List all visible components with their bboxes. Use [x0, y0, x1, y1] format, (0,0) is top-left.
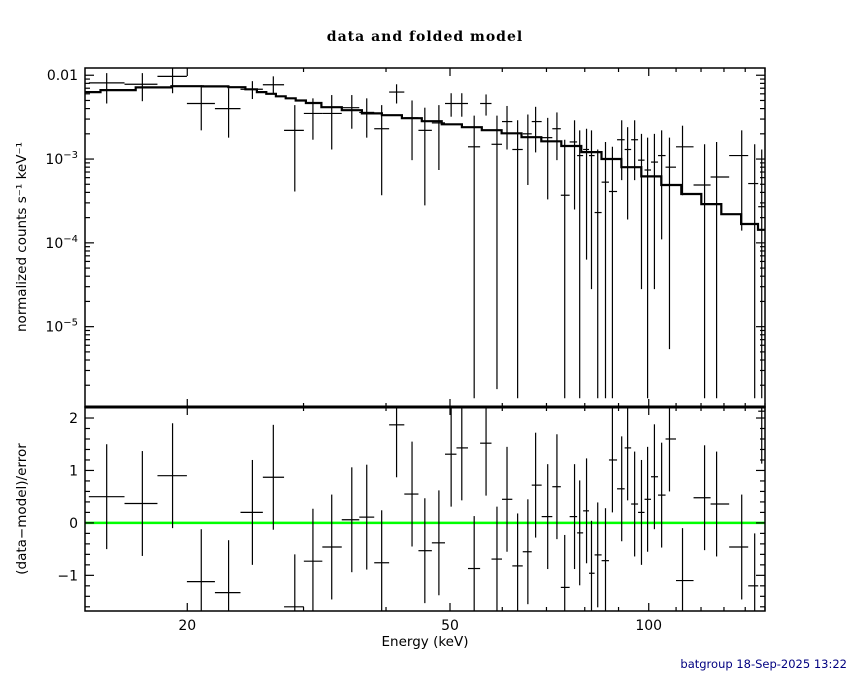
svg-text:10−3: 10−3: [45, 150, 78, 168]
svg-text:2: 2: [69, 411, 78, 427]
residual-points: [88, 407, 765, 611]
svg-text:10−5: 10−5: [45, 318, 78, 336]
tick-labels: 0.01 10−3 10−4 10−5 2 1 0 −1 20 50 100: [45, 68, 662, 634]
svg-text:0.01: 0.01: [47, 68, 78, 84]
axis-ticks: [85, 68, 766, 611]
svg-text:1: 1: [69, 463, 78, 479]
data-points: [88, 68, 765, 399]
svg-text:100: 100: [635, 618, 662, 634]
svg-text:10−4: 10−4: [45, 234, 78, 252]
svg-text:−1: −1: [57, 568, 78, 584]
svg-text:0: 0: [69, 516, 78, 532]
plot-title: data and folded model: [326, 29, 524, 45]
svg-text:20: 20: [178, 618, 196, 634]
svg-text:50: 50: [441, 618, 459, 634]
timestamp: batgroup 18-Sep-2025 13:22: [680, 657, 847, 671]
x-axis-label: Energy (keV): [381, 634, 469, 650]
